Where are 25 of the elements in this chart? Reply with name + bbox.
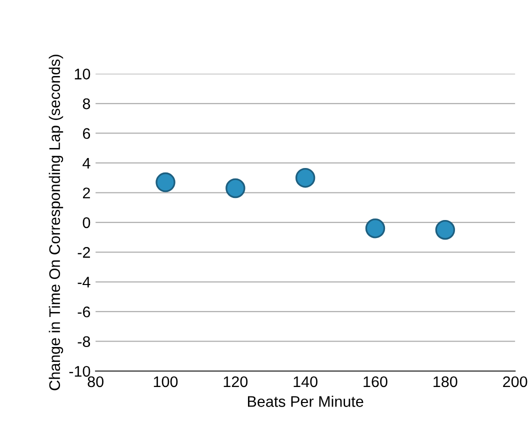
y-tick-label: 8 (82, 98, 90, 110)
y-tick-label: 0 (82, 217, 90, 228)
y-tick-label: 10 (74, 68, 90, 80)
y-tick-label: -4 (78, 276, 90, 288)
x-tick-label: 80 (88, 376, 104, 388)
x-axis-title: Beats Per Minute (248, 396, 364, 407)
y-tick-label: 2 (82, 188, 90, 198)
y-tick-label: 6 (83, 128, 90, 139)
y-tick-label: -2 (78, 247, 90, 258)
x-tick-label: 180 (434, 376, 458, 388)
x-tick-label: 100 (154, 376, 178, 388)
y-tick-label: -10 (69, 366, 90, 377)
y-tick-label: -8 (78, 336, 90, 348)
y-axis-title: Change in Time On Corresponding Lap (seconds) (48, 54, 64, 390)
x-tick-label: 140 (294, 376, 318, 388)
point (295, 168, 316, 188)
x-tick-label: 200 (503, 376, 528, 388)
point (365, 218, 386, 238)
point (226, 178, 246, 198)
point (156, 172, 176, 192)
x-tick-label: 120 (224, 376, 248, 388)
y-tick-label: 4 (82, 158, 90, 169)
x-tick-label: 160 (364, 376, 388, 388)
point (435, 220, 456, 240)
y-tick-label: -6 (78, 306, 90, 318)
